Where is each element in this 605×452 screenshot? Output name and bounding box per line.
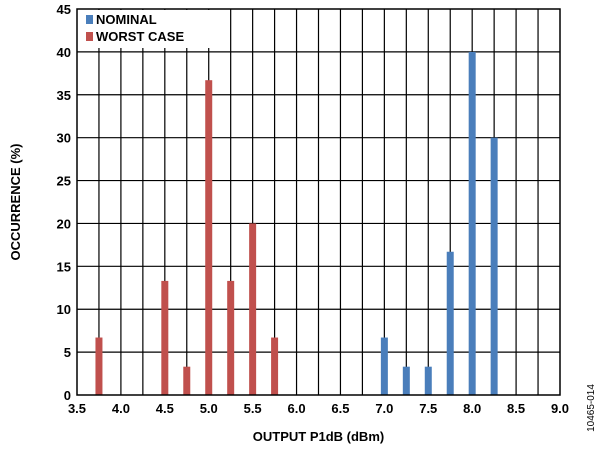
y-tick-label: 10 xyxy=(57,302,71,317)
bar-nominal xyxy=(380,337,388,395)
y-tick-label: 20 xyxy=(57,216,71,231)
bar-layer xyxy=(95,51,498,396)
figure-code: 10465-014 xyxy=(586,384,597,432)
bar-worst-case xyxy=(227,280,235,395)
bar-worst-case xyxy=(95,337,103,395)
bar-nominal xyxy=(424,366,432,395)
x-tick-label: 9.0 xyxy=(551,401,569,416)
x-tick-label: 3.5 xyxy=(68,401,86,416)
bar-nominal xyxy=(402,366,410,395)
x-tick-label: 5.5 xyxy=(244,401,262,416)
bar-nominal xyxy=(468,51,476,396)
y-tick-label: 45 xyxy=(57,2,71,17)
bar-worst-case xyxy=(271,337,279,395)
legend-label: WORST CASE xyxy=(96,29,184,44)
bar-worst-case xyxy=(161,280,169,395)
x-tick-label: 7.0 xyxy=(375,401,393,416)
x-tick-label: 4.0 xyxy=(112,401,130,416)
y-tick-label: 0 xyxy=(64,388,71,403)
bar-worst-case xyxy=(183,366,191,395)
x-tick-label: 5.0 xyxy=(200,401,218,416)
x-tick-label: 6.0 xyxy=(288,401,306,416)
bar-nominal xyxy=(446,251,454,395)
y-tick-label: 25 xyxy=(57,174,71,189)
bar-worst-case xyxy=(249,223,257,395)
legend-label: NOMINAL xyxy=(96,12,157,27)
x-tick-label: 7.5 xyxy=(419,401,437,416)
legend-swatch xyxy=(86,32,93,41)
x-tick-label: 8.5 xyxy=(507,401,525,416)
tick-layer: 3.5 4.0 4.5 5.0 5.5 6.0 6.5 7.0 7.5 8.0 8.5 9.0 0 5 10… xyxy=(57,2,570,416)
bar-worst-case xyxy=(205,80,213,395)
y-tick-label: 15 xyxy=(57,259,71,274)
y-tick-label: 40 xyxy=(57,45,71,60)
x-tick-label: 6.5 xyxy=(331,401,349,416)
x-tick-label: 8.0 xyxy=(463,401,481,416)
y-tick-label: 35 xyxy=(57,88,71,103)
x-tick-label: 4.5 xyxy=(156,401,174,416)
plot-frame xyxy=(76,8,561,396)
y-axis-title: OCCURRENCE (%) xyxy=(8,144,23,261)
grid-layer xyxy=(77,9,560,395)
legend-swatch xyxy=(86,15,93,24)
legend-background xyxy=(78,10,210,48)
y-tick-label: 30 xyxy=(57,131,71,146)
x-axis-title: OUTPUT P1dB (dBm) xyxy=(253,429,384,444)
y-tick-label: 5 xyxy=(64,345,71,360)
bar-nominal xyxy=(490,137,498,395)
legend: NOMINAL WORST CASE xyxy=(78,10,210,48)
